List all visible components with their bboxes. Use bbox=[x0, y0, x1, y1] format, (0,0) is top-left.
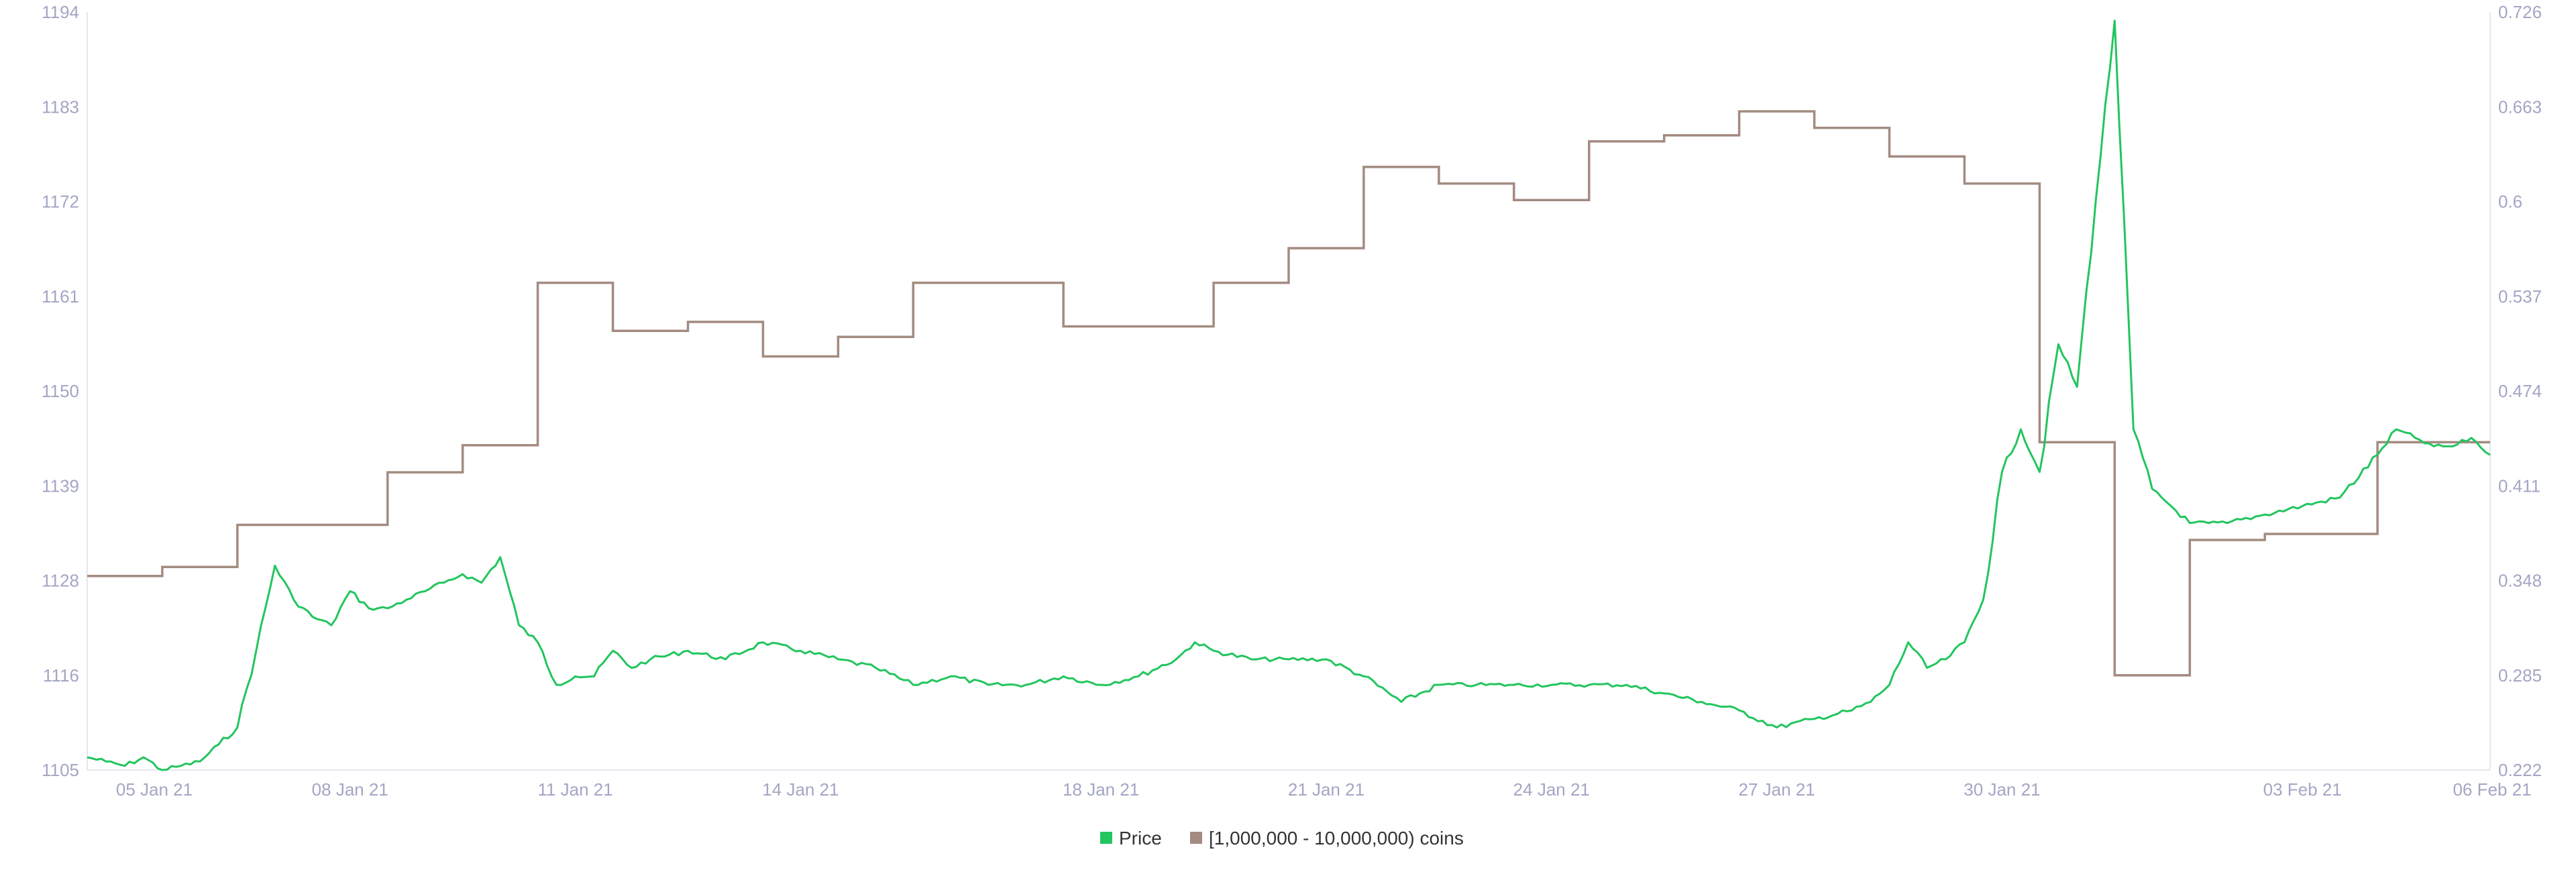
legend: Price [1,000,000 - 10,000,000) coins bbox=[1100, 828, 1464, 849]
x-tick-label: 06 Feb 21 bbox=[2453, 779, 2531, 800]
y-left-tick-label: 1139 bbox=[42, 476, 79, 496]
y-right-tick-label: 0.537 bbox=[2498, 286, 2542, 307]
y-right-tick-label: 0.6 bbox=[2498, 192, 2522, 212]
x-tick-label: 30 Jan 21 bbox=[1964, 779, 2040, 800]
x-tick-label: 11 Jan 21 bbox=[537, 779, 612, 800]
y-right-tick-label: 0.348 bbox=[2498, 571, 2542, 591]
series-line-price bbox=[87, 19, 2491, 771]
x-tick-label: 08 Jan 21 bbox=[312, 779, 388, 800]
y-right-tick-label: 0.222 bbox=[2498, 760, 2542, 780]
y-left-tick-label: 1183 bbox=[42, 97, 79, 117]
y-left-tick-label: 1105 bbox=[42, 760, 79, 780]
legend-swatch-holders bbox=[1190, 832, 1202, 844]
y-right-tick-label: 0.663 bbox=[2498, 97, 2542, 117]
series-line-holders bbox=[87, 110, 2490, 677]
y-right-tick-label: 0.726 bbox=[2498, 2, 2542, 22]
x-tick-label: 03 Feb 21 bbox=[2263, 779, 2342, 800]
x-tick-label: 14 Jan 21 bbox=[762, 779, 839, 800]
y-left-tick-label: 1194 bbox=[42, 2, 79, 22]
axes: 1105 1116 1128 1139 1150 1161 1172 1183 1194 0.22… bbox=[42, 2, 2542, 800]
x-tick-label: 21 Jan 21 bbox=[1288, 779, 1364, 800]
y-left-tick-label: 1116 bbox=[43, 665, 79, 686]
y-right-tick-label: 0.285 bbox=[2498, 665, 2542, 686]
y-left-tick-label: 1161 bbox=[42, 286, 79, 307]
legend-label-holders: [1,000,000 - 10,000,000) coins bbox=[1209, 828, 1464, 849]
x-tick-label: 24 Jan 21 bbox=[1513, 779, 1590, 800]
y-right-tick-label: 0.411 bbox=[2498, 476, 2540, 496]
y-left-tick-label: 1128 bbox=[42, 571, 79, 591]
x-tick-label: 27 Jan 21 bbox=[1738, 779, 1815, 800]
legend-swatch-price bbox=[1100, 832, 1112, 844]
y-right-tick-label: 0.474 bbox=[2498, 381, 2542, 401]
legend-label-price: Price bbox=[1119, 828, 1162, 849]
plot-area bbox=[87, 19, 2491, 771]
x-tick-label: 05 Jan 21 bbox=[116, 779, 193, 800]
y-left-tick-label: 1150 bbox=[42, 381, 79, 401]
x-tick-label: 18 Jan 21 bbox=[1063, 779, 1139, 800]
y-left-tick-label: 1172 bbox=[42, 192, 79, 212]
